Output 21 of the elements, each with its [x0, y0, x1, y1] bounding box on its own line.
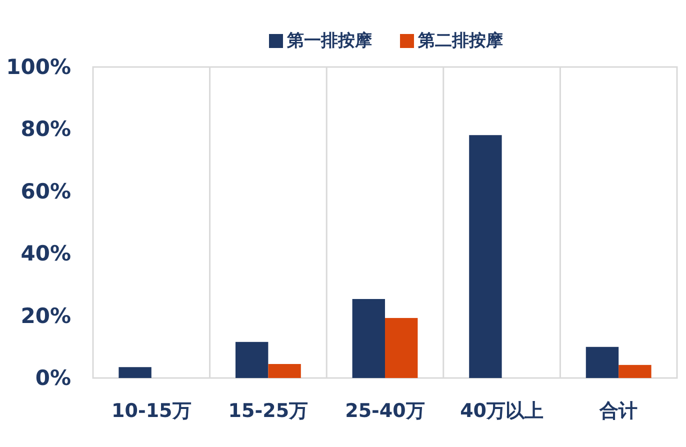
bar — [618, 364, 652, 378]
bar — [118, 367, 152, 378]
y-tick-label: 0% — [35, 366, 71, 390]
y-tick-label: 100% — [6, 55, 71, 79]
x-tick-label: 10-15万 — [112, 400, 192, 422]
bar — [235, 342, 268, 378]
x-tick-label: 40万以上 — [460, 400, 544, 422]
y-tick-label: 20% — [20, 304, 71, 328]
y-tick-label: 40% — [20, 242, 71, 266]
y-tick-label: 60% — [20, 179, 71, 204]
bar — [268, 364, 301, 378]
y-tick-label: 80% — [20, 117, 71, 142]
x-tick-label: 合计 — [598, 400, 638, 422]
x-tick-label: 15-25万 — [228, 400, 308, 422]
bar — [469, 135, 502, 378]
bar — [352, 299, 385, 378]
legend-label: 第二排按摩 — [417, 31, 503, 51]
x-tick-label: 25-40万 — [345, 400, 425, 422]
legend-label: 第一排按摩 — [286, 31, 372, 51]
bar — [586, 346, 619, 378]
bar — [385, 318, 418, 378]
